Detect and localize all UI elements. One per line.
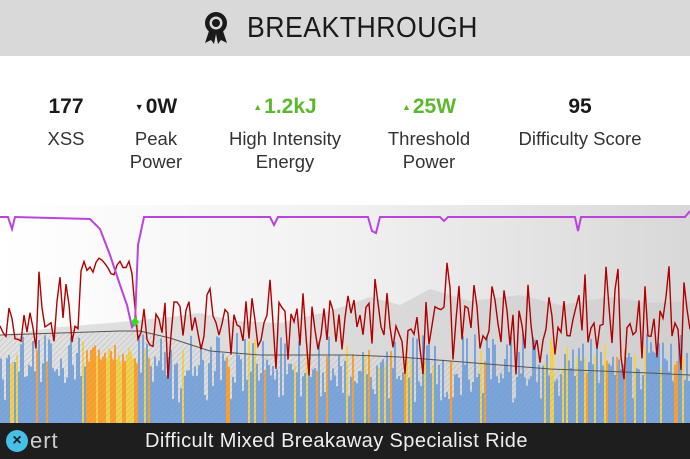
- metric-peak-power: ▼0W Peak Power: [130, 92, 182, 173]
- metric-value: 95: [568, 95, 592, 118]
- metric-value: ▲25W: [388, 92, 470, 122]
- footer-bar: × ert Difficult Mixed Breakaway Speciali…: [0, 423, 690, 459]
- ride-power-chart: [0, 205, 690, 423]
- green-marker-icon: [131, 317, 139, 327]
- metric-xss: 177 XSS: [47, 92, 84, 150]
- metric-value: ▲1.2kJ: [229, 92, 341, 122]
- metric-label: Peak Power: [129, 128, 183, 172]
- trend-up-icon: ▲: [253, 102, 263, 113]
- wbal-line: [0, 330, 690, 376]
- logo-wordmark: ert: [30, 428, 59, 453]
- metric-threshold-power: ▲25W Threshold Power: [388, 92, 470, 173]
- logo-x-icon: ×: [6, 430, 28, 452]
- page-title: BREAKTHROUGH: [246, 11, 478, 44]
- award-badge-icon: [204, 12, 227, 44]
- metric-label: Threshold Power: [387, 128, 471, 172]
- training-load-line: [0, 210, 690, 330]
- metric-value: 177: [48, 95, 84, 118]
- metric-label: High Intensity Energy: [228, 128, 342, 172]
- metric-value: ▼0W: [130, 92, 182, 122]
- metric-high-intensity-energy: ▲1.2kJ High Intensity Energy: [229, 92, 341, 173]
- xert-logo: × ert: [6, 428, 59, 454]
- wbal-area: [0, 331, 690, 423]
- metric-label: XSS: [47, 128, 85, 149]
- header-bar: BREAKTHROUGH: [0, 0, 690, 56]
- metric-label: Difficulty Score: [518, 128, 642, 149]
- trend-down-icon: ▼: [134, 102, 144, 113]
- workout-description: Difficult Mixed Breakaway Specialist Rid…: [145, 430, 528, 452]
- trend-up-icon: ▲: [401, 102, 411, 113]
- metrics-row: 177 XSS ▼0W Peak Power ▲1.2kJ High Inten…: [0, 92, 690, 192]
- metric-difficulty-score: 95 Difficulty Score: [518, 92, 641, 150]
